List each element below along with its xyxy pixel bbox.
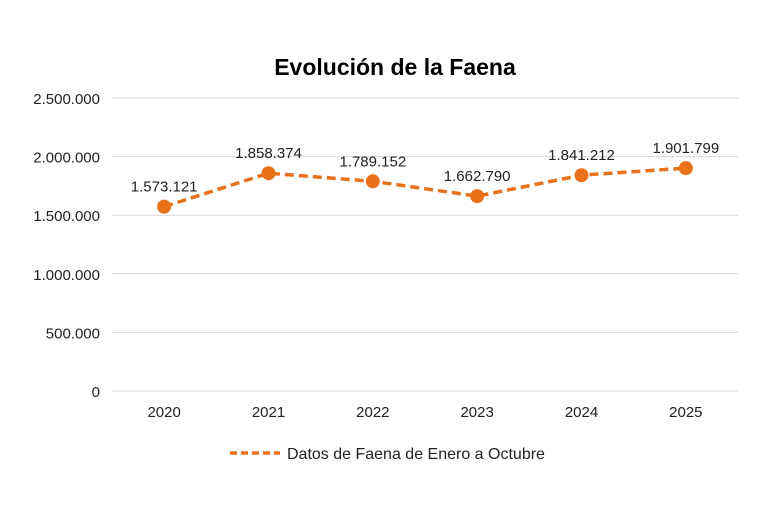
data-point bbox=[470, 189, 485, 204]
data-label: 1.789.152 bbox=[339, 153, 406, 170]
x-tick-label: 2021 bbox=[252, 404, 285, 421]
data-point bbox=[365, 174, 380, 189]
x-tick-label: 2023 bbox=[460, 404, 493, 421]
series-line bbox=[163, 166, 686, 209]
y-tick-label: 500.000 bbox=[46, 325, 100, 342]
x-tick-label: 2022 bbox=[356, 404, 389, 421]
data-point bbox=[157, 199, 172, 214]
y-tick-label: 2.500.000 bbox=[33, 91, 100, 108]
legend: Datos de Faena de Enero a Octubre bbox=[230, 446, 545, 463]
x-tick-label: 2025 bbox=[669, 404, 702, 421]
x-tick-label: 2020 bbox=[147, 404, 180, 421]
data-point bbox=[574, 168, 589, 183]
data-label: 1.662.790 bbox=[444, 168, 511, 185]
data-label: 1.573.121 bbox=[131, 179, 198, 196]
data-point bbox=[261, 166, 276, 181]
y-tick-label: 0 bbox=[92, 384, 100, 401]
chart-title: Evolución de la Faena bbox=[274, 54, 516, 80]
x-tick-label: 2024 bbox=[565, 404, 598, 421]
y-tick-label: 1.000.000 bbox=[33, 267, 100, 284]
data-label: 1.858.374 bbox=[235, 145, 302, 162]
legend-label: Datos de Faena de Enero a Octubre bbox=[287, 446, 545, 463]
data-label: 1.901.799 bbox=[652, 140, 719, 157]
data-point bbox=[678, 161, 693, 176]
data-label: 1.841.212 bbox=[548, 147, 615, 164]
y-tick-label: 2.000.000 bbox=[33, 150, 100, 167]
y-tick-label: 1.500.000 bbox=[33, 208, 100, 225]
